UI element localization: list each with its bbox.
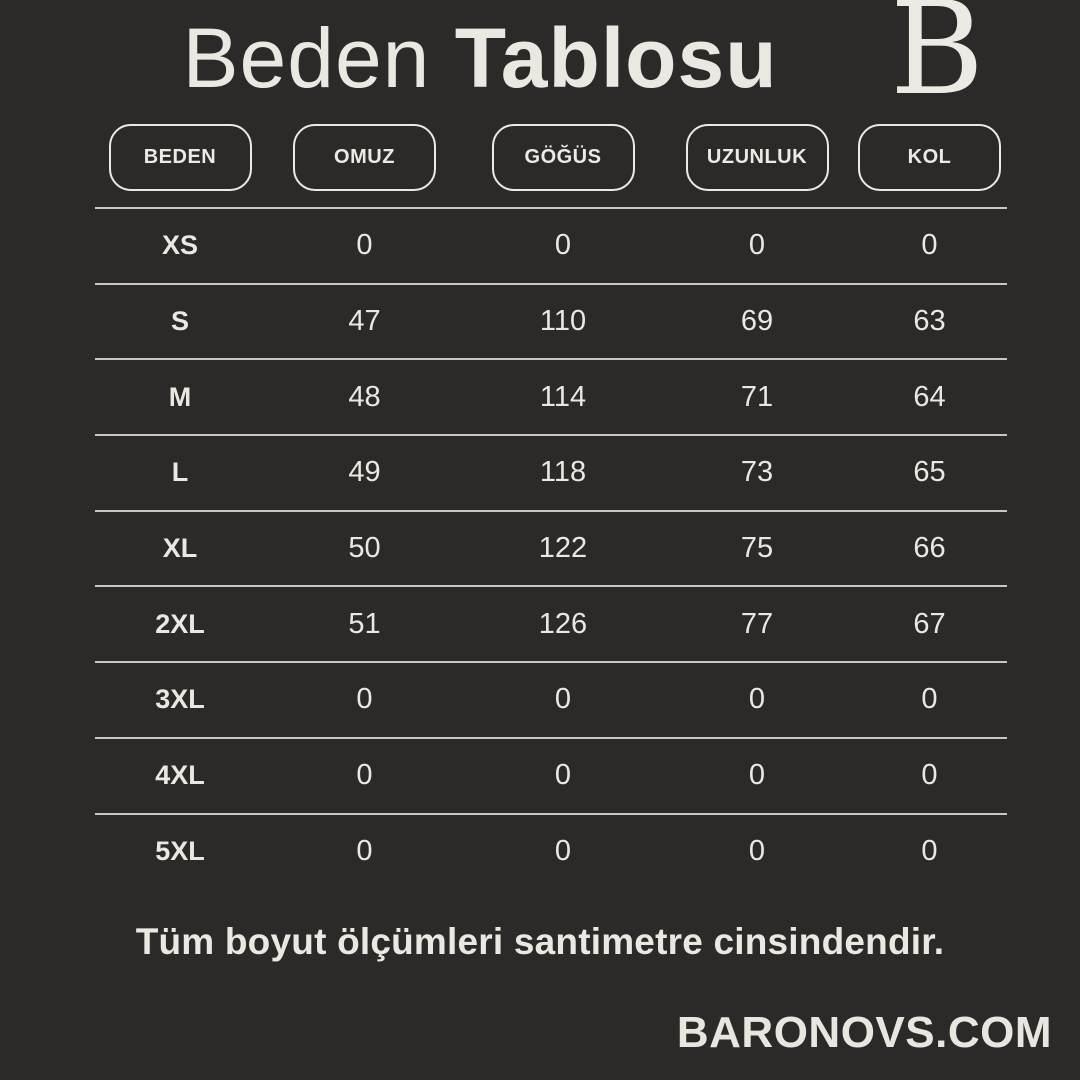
value-omuz: 0	[356, 683, 373, 716]
header-cell: UZUNLUK	[662, 124, 852, 191]
size-label: 3XL	[155, 684, 205, 715]
table-row-s: S 47 110 69 63	[95, 282, 1007, 359]
value-kol: 65	[913, 456, 946, 489]
value-gogus: 126	[538, 607, 588, 640]
value-gogus: 0	[554, 834, 572, 867]
value-gogus: 118	[539, 456, 587, 489]
value-omuz: 0	[356, 229, 373, 262]
table-row-xs: XS 0 0 0 0	[95, 207, 1007, 283]
table-header: BEDEN OMUZ GÖĞÜS UZUNLUK KOL	[95, 124, 1007, 191]
value-uzunluk: 69	[740, 305, 774, 338]
value-uzunluk: 0	[748, 229, 766, 262]
value-omuz: 47	[348, 305, 381, 338]
brand-logo-b: B	[889, 0, 984, 124]
value-omuz: 49	[348, 456, 381, 489]
table-row-l: L 49 118 73 65	[95, 434, 1007, 510]
value-kol: 0	[921, 834, 938, 867]
table-row-xl: XL 50 122 75 66	[95, 509, 1007, 586]
value-omuz: 48	[348, 380, 381, 413]
size-label: 5XL	[155, 835, 205, 866]
table-row-2xl: 2XL 51 126 77 67	[95, 585, 1007, 661]
value-uzunluk: 77	[740, 607, 774, 640]
value-uzunluk: 0	[748, 759, 766, 792]
value-kol: 67	[913, 607, 946, 640]
size-label: 2XL	[155, 608, 205, 639]
column-header-beden: BEDEN	[108, 124, 252, 191]
size-label: XS	[161, 230, 199, 261]
size-label: S	[170, 306, 189, 337]
value-uzunluk: 0	[748, 834, 766, 867]
value-gogus: 110	[539, 305, 587, 338]
table-row-5xl: 5XL 0 0 0 0	[95, 812, 1007, 889]
value-uzunluk: 0	[748, 683, 766, 716]
header-cell: OMUZ	[265, 124, 464, 191]
size-label: M	[168, 381, 192, 412]
size-label: L	[171, 457, 189, 488]
column-header-uzunluk: UZUNLUK	[685, 124, 829, 191]
header-cell: KOL	[852, 124, 1007, 191]
value-omuz: 0	[356, 759, 373, 792]
header-cell: BEDEN	[95, 124, 265, 191]
size-label: XL	[162, 533, 198, 564]
value-uzunluk: 75	[740, 532, 774, 565]
value-gogus: 0	[554, 683, 572, 716]
value-omuz: 0	[356, 834, 373, 867]
value-kol: 0	[921, 683, 938, 716]
column-header-gogus: GÖĞÜS	[491, 124, 635, 191]
table-row-3xl: 3XL 0 0 0 0	[95, 661, 1007, 737]
value-uzunluk: 73	[740, 456, 774, 489]
value-omuz: 50	[348, 532, 381, 565]
value-gogus: 114	[539, 380, 587, 413]
page-title: Beden Tablosu	[0, 16, 960, 100]
value-uzunluk: 71	[740, 380, 774, 413]
table-row-m: M 48 114 71 64	[95, 358, 1007, 434]
units-note: Tüm boyut ölçümleri santimetre cinsinden…	[135, 921, 945, 962]
table-row-4xl: 4XL 0 0 0 0	[95, 736, 1007, 813]
value-omuz: 51	[348, 607, 381, 640]
value-gogus: 0	[554, 229, 572, 262]
page-title-bold: Tablosu	[454, 11, 778, 105]
value-kol: 66	[913, 532, 946, 565]
value-kol: 0	[921, 229, 938, 262]
value-gogus: 122	[538, 532, 588, 565]
value-kol: 64	[913, 380, 946, 413]
column-header-omuz: OMUZ	[293, 124, 436, 191]
website-text: BARONOVS.COM	[676, 1008, 1052, 1057]
value-gogus: 0	[554, 759, 572, 792]
value-kol: 0	[921, 759, 938, 792]
page-title-regular: Beden	[182, 11, 431, 105]
size-table: XS 0 0 0 0 S 47 110 69 63 M 48 114 71 64…	[95, 207, 1007, 888]
column-header-kol: KOL	[858, 124, 1001, 191]
value-kol: 63	[913, 305, 946, 338]
header-cell: GÖĞÜS	[464, 124, 662, 191]
size-label: 4XL	[155, 760, 205, 791]
